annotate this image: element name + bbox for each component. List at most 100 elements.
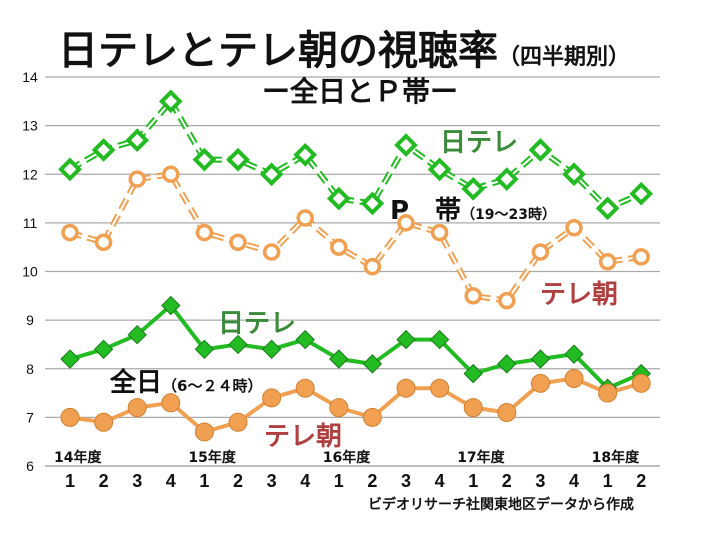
data-point — [161, 295, 181, 316]
y-tick-label: 10 — [22, 264, 38, 280]
data-point — [60, 349, 80, 369]
data-point — [162, 165, 180, 183]
data-point — [93, 339, 114, 360]
title-main: 日テレとテレ朝の視聴率 — [58, 28, 498, 74]
data-point — [94, 412, 114, 432]
data-point — [360, 191, 385, 216]
data-point — [295, 329, 315, 350]
x-tick-label: 1 — [603, 471, 613, 491]
series-line-inner — [69, 99, 642, 210]
x-tick-label: 3 — [132, 471, 142, 491]
data-point — [497, 403, 517, 423]
data-point — [464, 287, 482, 305]
data-point — [595, 196, 620, 221]
data-point — [192, 147, 217, 172]
data-point — [528, 138, 553, 162]
data-point — [362, 354, 383, 374]
data-point — [531, 243, 550, 261]
data-point — [228, 334, 248, 355]
data-point — [226, 147, 250, 172]
data-point — [194, 422, 214, 442]
data-point — [91, 138, 116, 162]
x-tick-label: 4 — [569, 471, 579, 491]
data-point — [564, 344, 584, 364]
y-tick-label: 14 — [22, 69, 38, 85]
y-tick-label: 12 — [22, 166, 38, 182]
label-tvasahi-allday: テレ朝 — [264, 422, 343, 452]
data-point — [427, 157, 452, 182]
x-tick-label: 4 — [435, 471, 445, 491]
data-point — [228, 412, 248, 432]
y-tick-label: 8 — [26, 361, 34, 377]
data-point — [461, 177, 486, 201]
prime-label: P 帯 — [390, 196, 462, 226]
data-point — [295, 378, 315, 398]
source-note: ビデオリサーチ社関東地区データから作成 — [368, 497, 634, 513]
data-point — [394, 133, 418, 157]
label-tvasahi-prime: テレ朝 — [540, 280, 619, 310]
chart-title: 日テレとテレ朝の視聴率（四半期別） — [58, 18, 630, 76]
data-point — [564, 368, 584, 388]
data-point — [598, 253, 617, 271]
year-label: 14年度 — [54, 449, 102, 466]
data-point — [125, 128, 150, 153]
x-tick-label: 3 — [535, 471, 545, 491]
year-label: 15年度 — [188, 449, 236, 466]
data-point — [158, 89, 183, 114]
data-point — [127, 398, 147, 418]
data-point — [229, 233, 247, 252]
data-point — [58, 157, 82, 182]
allday-hours: （6～２４時） — [162, 377, 263, 395]
x-tick-label: 1 — [334, 471, 344, 491]
chart-subtitle: ー全日とＰ帯ー — [262, 75, 459, 108]
x-tick-label: 2 — [99, 471, 109, 491]
label-prime: P 帯（19～23時） — [390, 190, 556, 227]
data-point — [363, 257, 382, 276]
y-tick-label: 7 — [26, 409, 34, 425]
data-point — [430, 223, 449, 242]
data-point — [463, 363, 483, 384]
prime-hours: （19～23時） — [461, 207, 557, 223]
x-tick-label: 1 — [468, 471, 478, 491]
label-allday: 全日（6～２４時） — [110, 362, 262, 399]
data-point — [530, 373, 550, 393]
x-tick-label: 2 — [636, 471, 646, 491]
data-point — [296, 209, 314, 227]
x-tick-label: 3 — [267, 471, 277, 491]
x-tick-label: 4 — [300, 471, 310, 491]
data-point — [497, 354, 517, 374]
data-point — [330, 238, 348, 256]
data-point — [326, 186, 351, 211]
x-tick-label: 3 — [401, 471, 411, 491]
data-point — [598, 383, 618, 403]
data-point — [194, 339, 215, 360]
year-label: 17年度 — [457, 449, 505, 466]
data-point — [161, 393, 181, 413]
data-point — [430, 378, 450, 398]
data-point — [94, 233, 113, 252]
label-nittele-prime: 日テレ — [440, 128, 519, 158]
data-point — [498, 291, 516, 310]
y-tick-label: 6 — [26, 458, 34, 474]
data-point — [632, 248, 650, 266]
y-tick-label: 11 — [23, 215, 38, 231]
data-point — [262, 243, 281, 261]
data-point — [463, 398, 483, 418]
data-point — [631, 373, 651, 393]
allday-label: 全日 — [110, 368, 163, 398]
x-tick-label: 2 — [502, 471, 512, 491]
data-point — [429, 329, 450, 350]
data-point — [293, 142, 318, 167]
y-tick-label: 13 — [22, 118, 38, 134]
data-point — [562, 162, 586, 187]
data-point — [127, 325, 147, 345]
x-tick-label: 4 — [166, 471, 176, 491]
data-point — [530, 349, 551, 369]
x-tick-label: 2 — [367, 471, 377, 491]
x-tick-label: 2 — [233, 471, 243, 491]
data-point — [494, 167, 519, 191]
data-point — [60, 407, 80, 427]
data-point — [629, 181, 654, 206]
